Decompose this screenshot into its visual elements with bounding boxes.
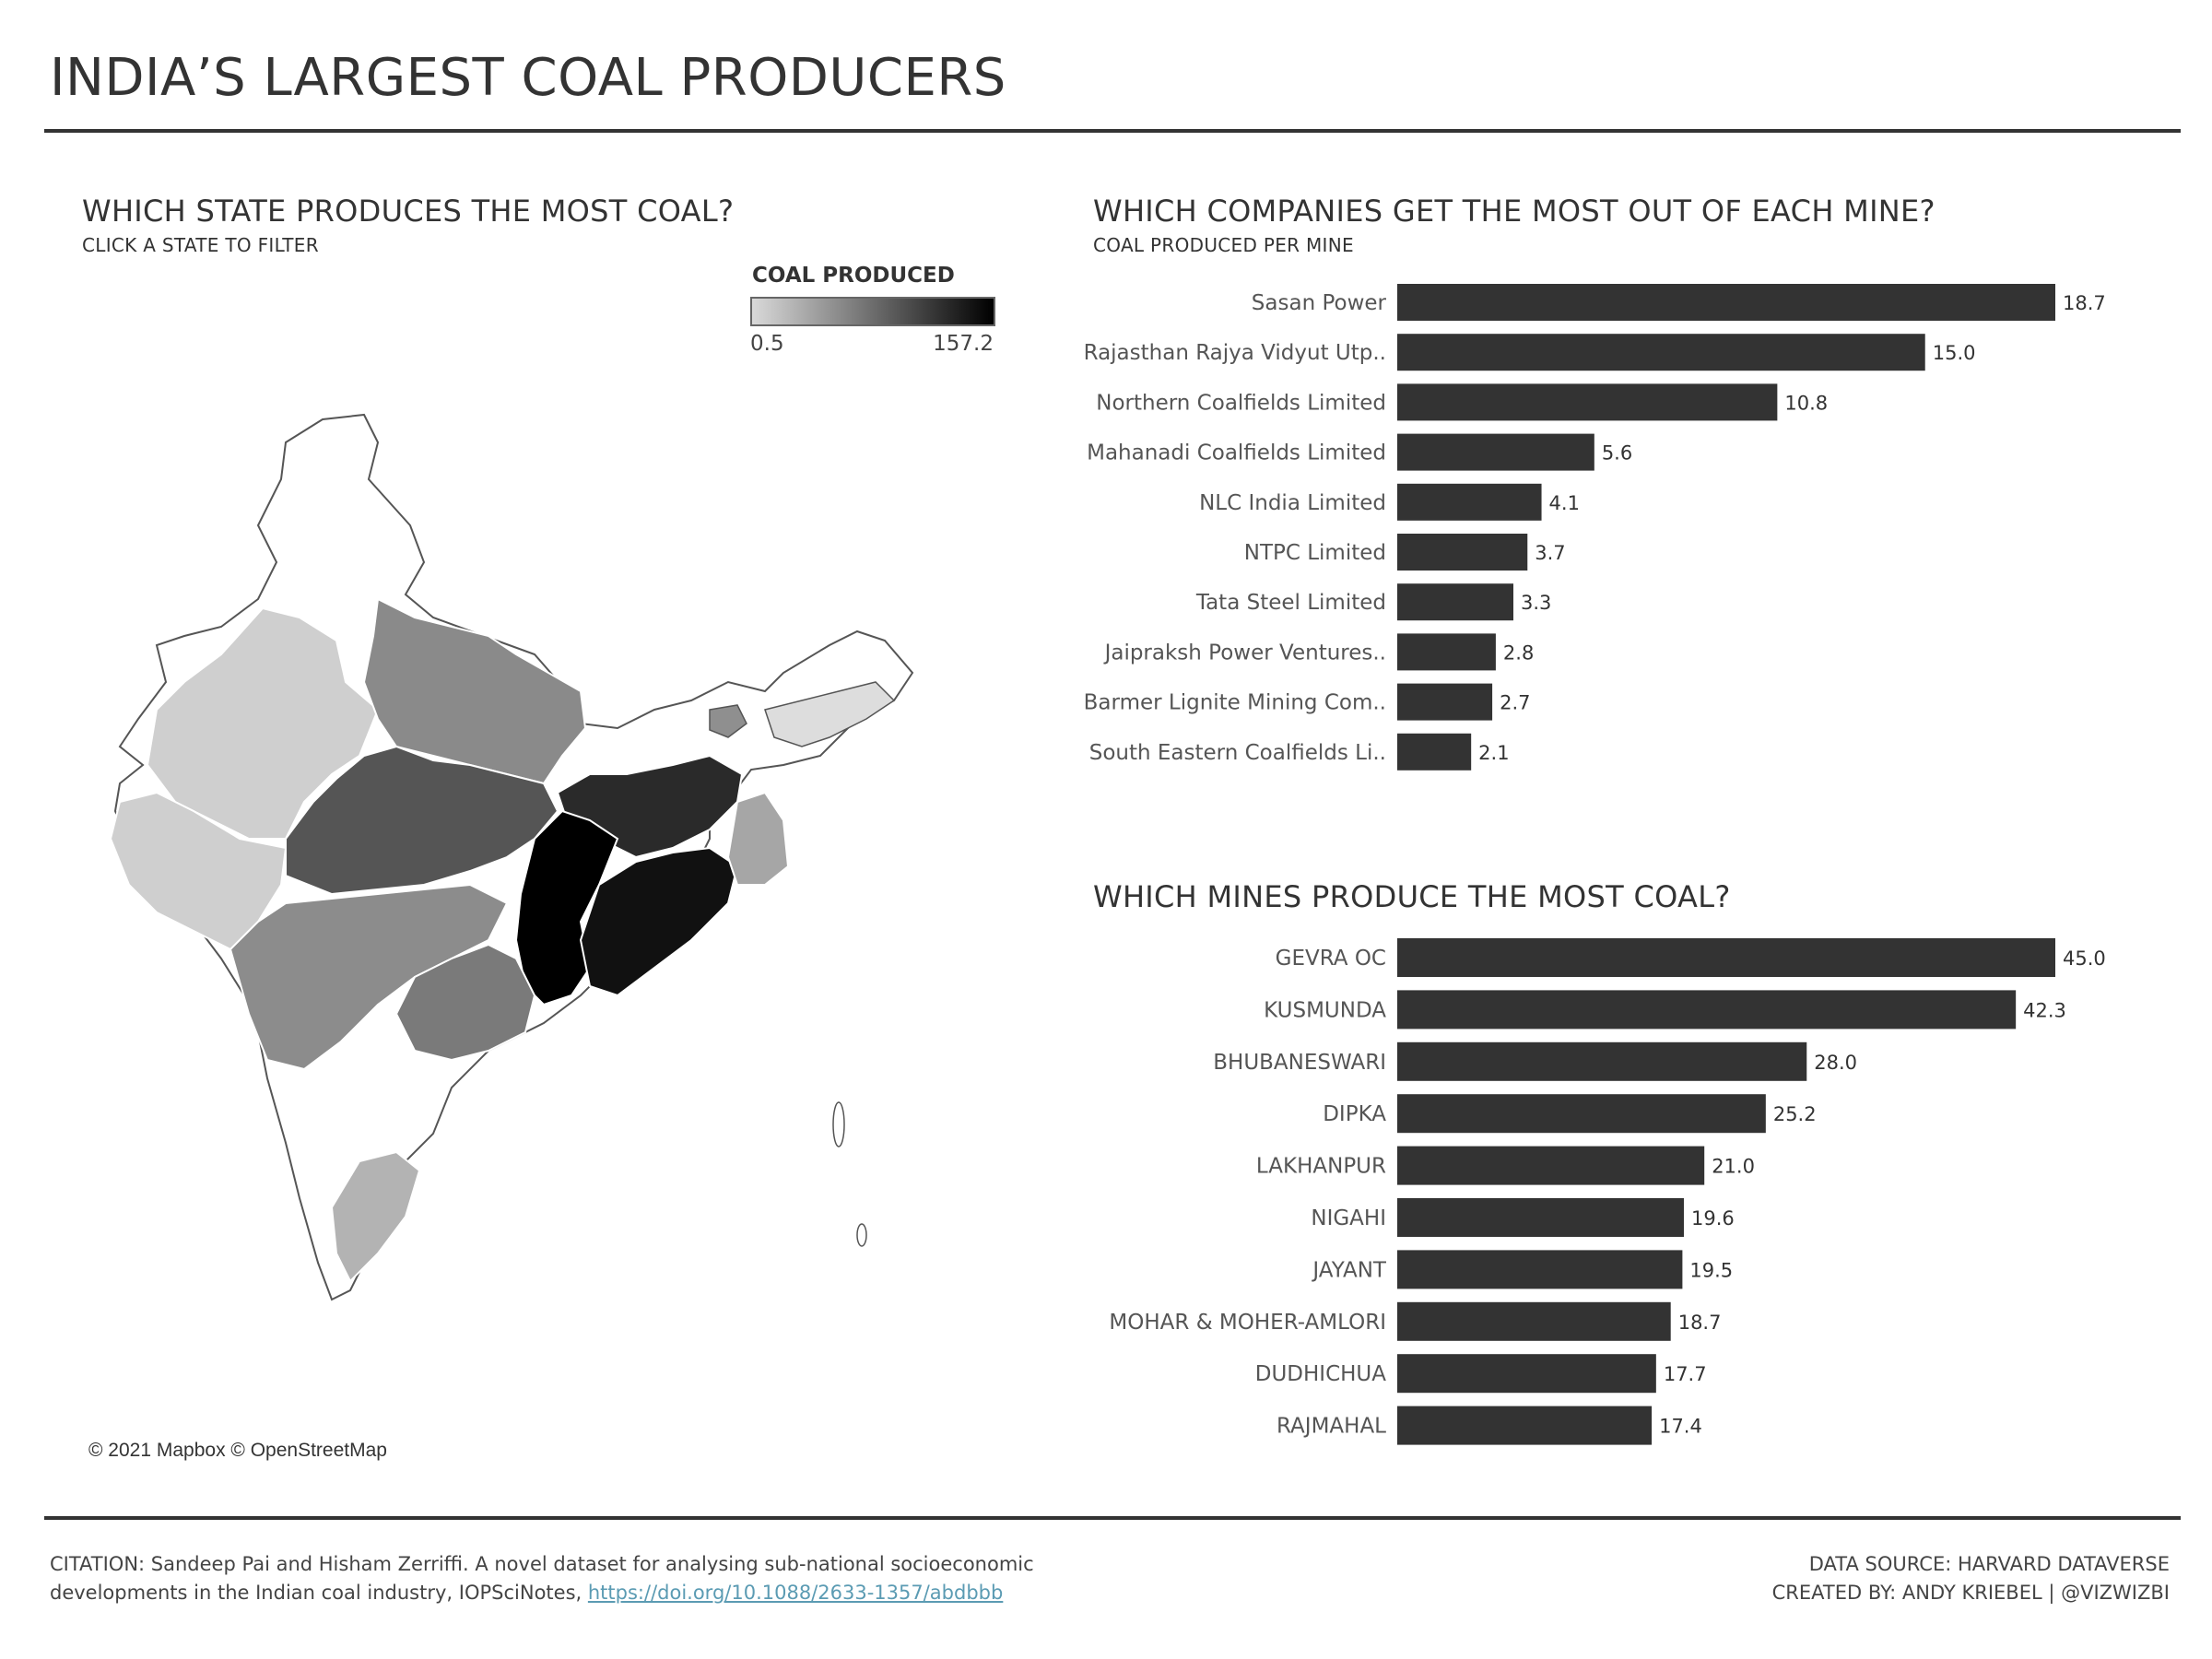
mine-value-label: 45.0 xyxy=(2063,947,2106,970)
company-bar[interactable] xyxy=(1397,284,2055,321)
mine-bar[interactable] xyxy=(1397,1301,1671,1341)
andaman-islands xyxy=(832,1101,845,1147)
mine-label: DUDHICHUA xyxy=(1255,1362,1387,1386)
company-bar[interactable] xyxy=(1397,334,1925,371)
citation-line2: developments in the Indian coal industry… xyxy=(50,1582,588,1604)
mine-value-label: 19.5 xyxy=(1689,1259,1733,1281)
company-label: Mahanadi Coalfields Limited xyxy=(1087,441,1386,465)
legend-color-ramp xyxy=(750,297,995,326)
credits: DATA SOURCE: HARVARD DATAVERSE CREATED B… xyxy=(1432,1550,2170,1607)
map-section-title: WHICH STATE PRODUCES THE MOST COAL? xyxy=(82,194,735,229)
company-value-label: 2.7 xyxy=(1500,692,1530,714)
mine-label: GEVRA OC xyxy=(1276,947,1386,971)
mine-bar[interactable] xyxy=(1397,938,2055,977)
company-label: Sasan Power xyxy=(1252,291,1387,315)
mine-label: NIGAHI xyxy=(1311,1206,1386,1230)
company-value-label: 18.7 xyxy=(2063,292,2106,314)
mine-label: LAKHANPUR xyxy=(1256,1155,1386,1179)
data-source: DATA SOURCE: HARVARD DATAVERSE xyxy=(1808,1553,2170,1575)
mine-bar[interactable] xyxy=(1397,1094,1766,1134)
companies-section-subtitle: COAL PRODUCED PER MINE xyxy=(1093,234,1354,256)
mine-value-label: 17.4 xyxy=(1659,1416,1702,1438)
mine-bar[interactable] xyxy=(1397,990,2017,1030)
company-label: NLC India Limited xyxy=(1199,491,1386,515)
company-label: Tata Steel Limited xyxy=(1195,591,1386,615)
citation: CITATION: Sandeep Pai and Hisham Zerriff… xyxy=(50,1550,1156,1607)
mine-label: JAYANT xyxy=(1311,1258,1387,1282)
company-label: Northern Coalfields Limited xyxy=(1096,391,1386,415)
company-bar[interactable] xyxy=(1397,583,1513,621)
state-tamil-nadu[interactable] xyxy=(330,1150,421,1283)
company-label: South Eastern Coalfields Li.. xyxy=(1089,741,1386,765)
state-maharashtra[interactable] xyxy=(229,883,509,1071)
company-bar[interactable] xyxy=(1397,383,1778,421)
company-value-label: 3.7 xyxy=(1535,542,1565,564)
mine-label: DIPKA xyxy=(1323,1102,1386,1126)
mine-bar[interactable] xyxy=(1397,1250,1683,1289)
mine-label: KUSMUNDA xyxy=(1264,998,1386,1022)
header-divider xyxy=(44,129,2181,133)
legend-max-label: 157.2 xyxy=(933,332,994,356)
citation-link[interactable]: https://doi.org/10.1088/2633-1357/abdbbb xyxy=(587,1582,1004,1604)
state-west-bengal[interactable] xyxy=(726,791,790,886)
state-madhya-pradesh[interactable] xyxy=(285,745,559,896)
mine-value-label: 17.7 xyxy=(1664,1363,1707,1385)
mine-value-label: 19.6 xyxy=(1691,1207,1735,1230)
mine-value-label: 25.2 xyxy=(1773,1103,1817,1125)
legend-title: COAL PRODUCED xyxy=(752,264,955,288)
company-value-label: 3.3 xyxy=(1521,592,1551,614)
company-value-label: 4.1 xyxy=(1549,492,1580,514)
mine-label: MOHAR & MOHER-AMLORI xyxy=(1109,1311,1386,1335)
company-value-label: 5.6 xyxy=(1602,442,1632,465)
company-value-label: 10.8 xyxy=(1784,392,1828,414)
mine-value-label: 42.3 xyxy=(2023,999,2066,1021)
company-bar[interactable] xyxy=(1397,683,1493,721)
page-title: INDIA’S LARGEST COAL PRODUCERS xyxy=(50,48,1006,108)
company-value-label: 15.0 xyxy=(1933,342,1976,364)
company-bar[interactable] xyxy=(1397,633,1496,671)
companies-section-title: WHICH COMPANIES GET THE MOST OUT OF EACH… xyxy=(1093,194,1936,229)
nicobar-islands xyxy=(856,1223,867,1247)
mine-bar[interactable] xyxy=(1397,1198,1684,1237)
mine-bar[interactable] xyxy=(1397,1041,1807,1081)
company-bar[interactable] xyxy=(1397,483,1542,521)
mine-label: BHUBANESWARI xyxy=(1213,1051,1386,1075)
company-label: NTPC Limited xyxy=(1244,541,1386,565)
mine-bar[interactable] xyxy=(1397,1354,1656,1394)
mines-section-title: WHICH MINES PRODUCE THE MOST COAL? xyxy=(1093,879,1731,914)
state-odisha[interactable] xyxy=(579,846,739,997)
mine-value-label: 28.0 xyxy=(1814,1052,1857,1074)
company-bar[interactable] xyxy=(1397,733,1472,771)
legend-min-label: 0.5 xyxy=(750,332,784,356)
state-assam[interactable] xyxy=(764,681,896,747)
mine-bar[interactable] xyxy=(1397,1406,1653,1445)
mine-bar[interactable] xyxy=(1397,1146,1705,1185)
company-bar[interactable] xyxy=(1397,534,1528,571)
footer-divider xyxy=(44,1516,2181,1520)
mine-value-label: 18.7 xyxy=(1678,1312,1722,1334)
mine-value-label: 21.0 xyxy=(1712,1156,1755,1178)
company-label: Jaipraksh Power Ventures.. xyxy=(1103,641,1386,665)
company-bar[interactable] xyxy=(1397,433,1594,471)
india-choropleth-map[interactable] xyxy=(101,406,986,1336)
company-value-label: 2.1 xyxy=(1478,742,1509,764)
map-attribution: © 2021 Mapbox © OpenStreetMap xyxy=(88,1440,387,1461)
mine-label: RAJMAHAL xyxy=(1277,1415,1386,1439)
map-section-subtitle: CLICK A STATE TO FILTER xyxy=(82,234,319,256)
company-label: Barmer Lignite Mining Com.. xyxy=(1084,691,1386,715)
company-label: Rajasthan Rajya Vidyut Utp.. xyxy=(1084,341,1386,365)
company-value-label: 2.8 xyxy=(1503,641,1534,664)
citation-line1: CITATION: Sandeep Pai and Hisham Zerriff… xyxy=(50,1553,1034,1575)
state-meghalaya[interactable] xyxy=(709,704,747,738)
india-map-svg xyxy=(109,413,914,1301)
created-by: CREATED BY: ANDY KRIEBEL | @VIZWIZBI xyxy=(1771,1582,2170,1604)
state-telangana[interactable] xyxy=(394,943,536,1062)
